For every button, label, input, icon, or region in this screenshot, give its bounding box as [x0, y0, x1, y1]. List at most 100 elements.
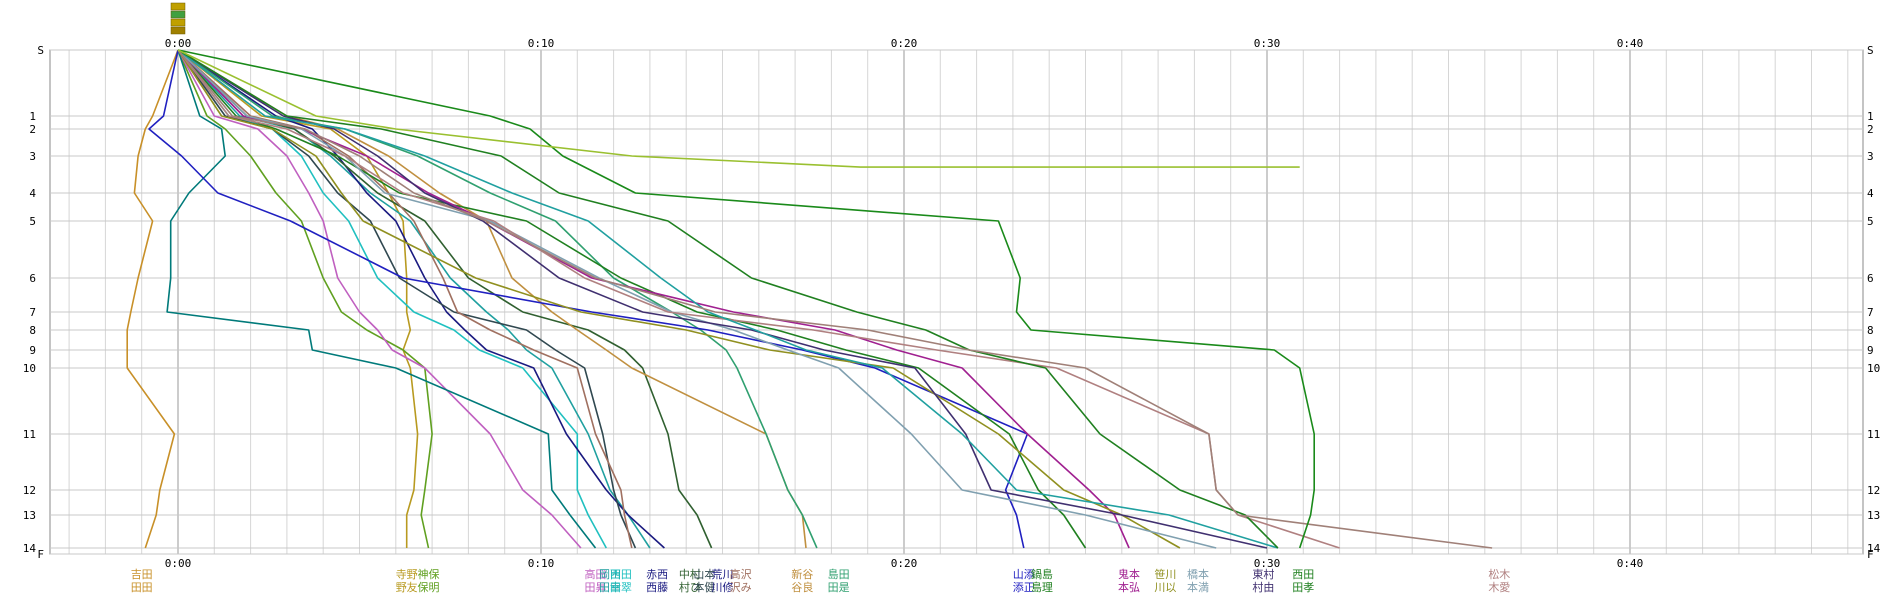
- runner-label-10: 川修: [712, 580, 734, 594]
- runner-label-14: 添正: [1013, 580, 1035, 594]
- series-line-11[interactable]: [177, 49, 633, 549]
- x-tick-label-top: 0:20: [891, 37, 918, 50]
- legend-marker: [170, 26, 186, 35]
- series-line-1[interactable]: [126, 49, 179, 549]
- y-tick-label-right: 7: [1867, 306, 1874, 319]
- runner-label-9: 本健: [693, 580, 715, 594]
- series-line-6[interactable]: [177, 49, 608, 549]
- runner-label-3: 神保: [417, 567, 439, 581]
- series-line-9[interactable]: [177, 49, 637, 549]
- runner-label-6: 田翠: [610, 581, 632, 594]
- runner-label-5: 岡田: [599, 568, 621, 581]
- x-tick-label-top: 0:30: [1254, 37, 1281, 50]
- runner-label-17: 川以: [1154, 581, 1176, 594]
- runner-label-15: 島理: [1031, 580, 1053, 594]
- runner-label-13: 田是: [828, 581, 850, 594]
- runner-label-7: 西藤: [646, 581, 668, 594]
- y-tick-label-right: F: [1867, 548, 1874, 561]
- runner-label-16: 本弘: [1118, 580, 1140, 594]
- runner-label-2: 野友: [396, 580, 418, 594]
- runner-label-17: 笹川: [1154, 568, 1176, 581]
- runner-label-1: 吉田: [131, 568, 153, 581]
- y-tick-label-right: 11: [1867, 428, 1880, 441]
- series-line-23[interactable]: [177, 49, 1493, 549]
- series-line-21[interactable]: [177, 49, 1279, 549]
- y-tick-label-right: S: [1867, 44, 1874, 57]
- y-tick-label-left: 5: [29, 215, 36, 228]
- runner-label-14: 山添: [1013, 567, 1035, 581]
- runner-label-11: 高沢: [730, 567, 752, 581]
- y-tick-label-right: 8: [1867, 324, 1874, 337]
- series-line-19[interactable]: [177, 49, 1268, 549]
- y-tick-label-left: 6: [29, 272, 36, 285]
- x-tick-label-bottom: 0:30: [1254, 557, 1281, 570]
- y-tick-label-left: F: [37, 548, 44, 561]
- y-tick-label-right: 13: [1867, 509, 1880, 522]
- y-tick-label-right: 1: [1867, 110, 1874, 123]
- series-line-22[interactable]: [177, 49, 1279, 549]
- series-line-5[interactable]: [166, 49, 597, 549]
- y-tick-label-right: 9: [1867, 344, 1874, 357]
- y-tick-label-right: 6: [1867, 272, 1874, 285]
- runner-label-4: 高田: [584, 567, 606, 581]
- runner-label-18: 橋本: [1187, 567, 1209, 581]
- runner-label-16: 鬼本: [1118, 567, 1140, 581]
- x-tick-label-top: 0:10: [528, 37, 555, 50]
- y-tick-label-right: 14: [1867, 542, 1881, 555]
- series-line-14[interactable]: [148, 49, 1029, 549]
- x-tick-label-top: 0:40: [1617, 37, 1644, 50]
- runner-label-9: 山本: [693, 567, 715, 581]
- y-tick-label-left: 14: [23, 542, 37, 555]
- legend-marker: [170, 2, 186, 11]
- runner-label-10: 荒川: [712, 568, 734, 581]
- runner-label-8: 中村: [679, 567, 701, 581]
- runner-label-12: 谷良: [791, 580, 813, 594]
- runner-label-8: 村ひ: [679, 580, 701, 594]
- series-line-3[interactable]: [177, 49, 433, 549]
- runner-label-3: 保明: [417, 580, 439, 594]
- y-tick-label-left: 2: [29, 123, 36, 136]
- y-tick-label-left: 7: [29, 306, 36, 319]
- series-line-24[interactable]: [177, 49, 1315, 549]
- x-tick-label-top: 0:00: [165, 37, 192, 50]
- runner-label-5: 田幸: [599, 581, 621, 594]
- runner-label-7: 赤西: [646, 568, 668, 581]
- y-tick-label-left: 8: [29, 324, 36, 337]
- series-line-4[interactable]: [177, 49, 582, 549]
- series-line-25[interactable]: [177, 49, 1300, 168]
- y-tick-label-right: 3: [1867, 150, 1874, 163]
- runner-label-4: 田昇: [584, 581, 606, 594]
- series-line-2[interactable]: [177, 49, 419, 548]
- runner-label-11: 沢み: [730, 580, 752, 594]
- x-tick-label-bottom: 0:40: [1617, 557, 1644, 570]
- series-line-17[interactable]: [177, 49, 1181, 549]
- y-tick-label-left: 3: [29, 150, 36, 163]
- y-tick-label-left: 11: [23, 428, 36, 441]
- y-tick-label-right: 10: [1867, 362, 1880, 375]
- runner-label-20: 西田: [1292, 568, 1314, 581]
- legend-marker: [170, 18, 186, 27]
- y-tick-label-left: S: [37, 44, 44, 57]
- x-tick-label-bottom: 0:00: [165, 557, 192, 570]
- y-tick-label-left: 4: [29, 187, 36, 200]
- y-tick-label-right: 5: [1867, 215, 1874, 228]
- x-tick-label-bottom: 0:20: [891, 557, 918, 570]
- runner-label-19: 東村: [1252, 567, 1274, 581]
- y-tick-label-right: 4: [1867, 187, 1874, 200]
- runner-label-12: 新谷: [791, 567, 813, 581]
- y-tick-label-left: 9: [29, 344, 36, 357]
- runner-label-19: 村由: [1252, 580, 1274, 594]
- runner-label-15: 鍋島: [1031, 567, 1053, 581]
- runner-label-2: 寺野: [396, 568, 418, 581]
- runner-label-21: 松木: [1488, 567, 1510, 581]
- y-tick-label-left: 12: [23, 484, 36, 497]
- runner-label-6: 西田: [610, 568, 632, 581]
- y-tick-label-left: 1: [29, 110, 36, 123]
- runner-label-13: 島田: [828, 567, 850, 581]
- runner-label-1: 田田: [131, 581, 153, 594]
- y-tick-label-left: 10: [23, 362, 36, 375]
- runner-label-20: 田孝: [1292, 581, 1314, 594]
- runner-label-21: 木愛: [1488, 581, 1510, 594]
- series-line-15[interactable]: [177, 49, 1087, 549]
